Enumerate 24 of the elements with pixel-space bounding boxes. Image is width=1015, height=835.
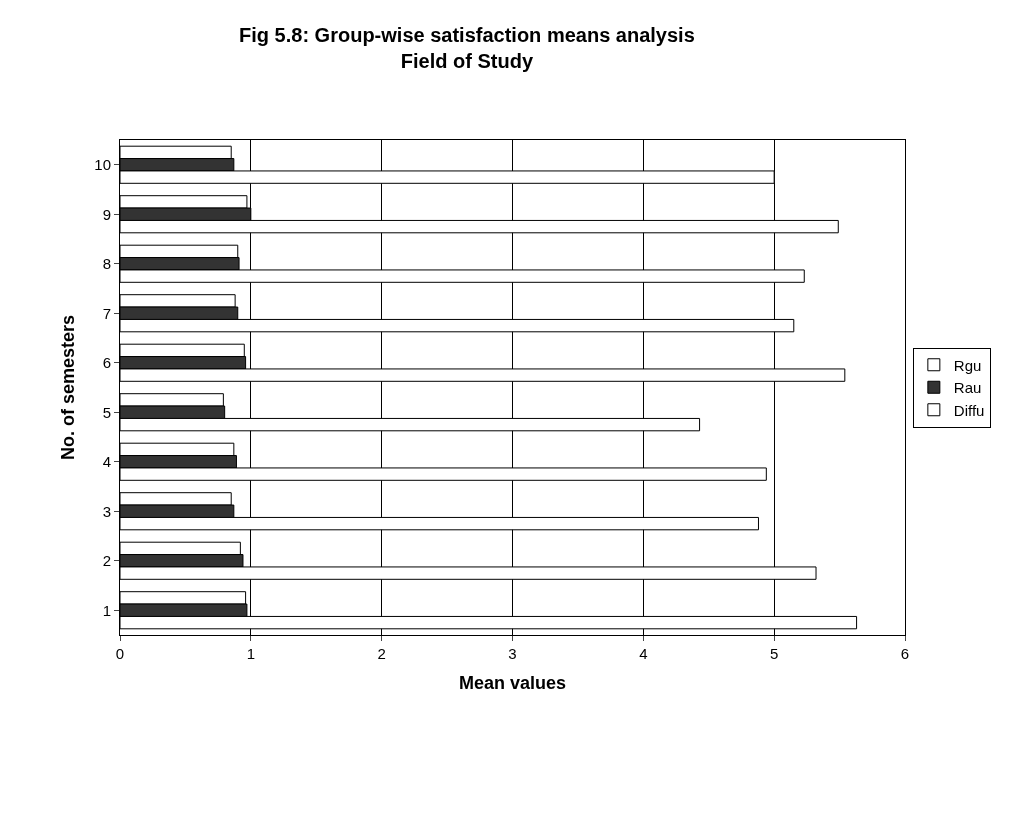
- chart-subtitle: Field of Study: [400, 49, 534, 72]
- chart-title: Fig 5.8: Group-wise satisfaction means analysis: [239, 23, 695, 46]
- legend-label: Diffu: [953, 401, 985, 419]
- x-tick-label: 6: [900, 645, 910, 662]
- y-tick-label: 4: [102, 453, 111, 470]
- x-tick-label: 5: [770, 645, 779, 662]
- y-tick-label: 2: [102, 552, 111, 569]
- y-tick-label: 1: [102, 601, 111, 619]
- x-tick-label: 3: [508, 645, 517, 662]
- y-tick-label: 7: [102, 304, 111, 322]
- legend-label: Rgu: [953, 356, 982, 374]
- y-tick-label: 9: [102, 205, 111, 223]
- y-tick-label: 10: [94, 156, 111, 173]
- x-tick-label: 4: [639, 645, 648, 662]
- x-tick-label: 2: [377, 645, 386, 662]
- x-axis-title: Mean values: [458, 673, 567, 694]
- legend-label: Rau: [953, 379, 982, 397]
- x-tick-label: 0: [115, 645, 125, 662]
- y-axis-title: No. of semesters: [57, 314, 78, 461]
- y-tick-label: 3: [102, 502, 111, 520]
- y-tick-label: 8: [102, 255, 111, 272]
- y-tick-label: 5: [102, 403, 111, 421]
- y-tick-label: 6: [102, 354, 111, 371]
- x-tick-label: 1: [246, 645, 255, 662]
